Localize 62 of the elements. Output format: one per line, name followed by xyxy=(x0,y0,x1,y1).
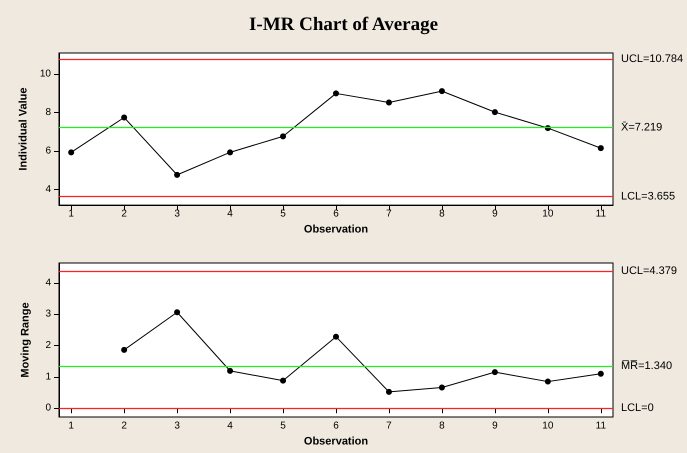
x-tick-label: 3 xyxy=(174,208,180,220)
x-tick-label: 4 xyxy=(227,208,234,220)
y-tick-label: 2 xyxy=(45,340,52,351)
point xyxy=(121,114,128,120)
y-axis-title: Individual Value xyxy=(17,87,30,171)
x-tick-label: 7 xyxy=(386,420,392,432)
x-tick-label: 6 xyxy=(333,208,340,220)
x-tick-label: 3 xyxy=(174,420,180,432)
y-tick-label: 8 xyxy=(45,107,52,118)
x-tick-label: 6 xyxy=(333,420,340,432)
ref-line-label: UCL=4.379 xyxy=(621,264,677,277)
x-tick-label: 11 xyxy=(596,208,606,220)
y-axis-title: Moving Range xyxy=(20,302,32,378)
point xyxy=(492,109,498,116)
x-tick-label: 4 xyxy=(227,420,234,432)
point xyxy=(174,309,180,316)
y-tick-label: 0 xyxy=(45,402,52,414)
x-axis-title: Observation xyxy=(304,224,368,236)
point xyxy=(121,346,128,353)
x-tick-label: 1 xyxy=(68,420,74,432)
x-axis-title: Observation xyxy=(304,435,368,448)
y-tick-label: 1 xyxy=(45,371,52,382)
ref-line-label: X̄=7.219 xyxy=(621,121,662,134)
x-tick-label: 10 xyxy=(542,208,554,220)
point xyxy=(544,378,551,385)
x-tick-label: 9 xyxy=(492,420,498,432)
point xyxy=(280,378,286,384)
x-tick-label: 8 xyxy=(439,208,446,220)
point xyxy=(438,384,445,391)
point xyxy=(333,90,339,96)
point xyxy=(598,370,604,377)
point xyxy=(68,149,74,156)
x-tick-label: 5 xyxy=(280,420,286,432)
point xyxy=(280,133,286,140)
x-tick-label: 2 xyxy=(121,420,128,432)
point xyxy=(174,172,180,178)
point xyxy=(227,149,234,156)
x-tick-label: 8 xyxy=(439,420,446,432)
x-tick-label: 7 xyxy=(386,208,392,220)
y-tick-label: 6 xyxy=(45,146,52,157)
x-tick-label: 10 xyxy=(542,420,554,432)
x-tick-label: 9 xyxy=(492,208,498,220)
point xyxy=(386,99,392,106)
point xyxy=(386,388,392,395)
y-tick-label: 4 xyxy=(45,277,52,288)
point xyxy=(333,334,339,340)
point xyxy=(227,368,234,374)
point xyxy=(492,369,498,376)
x-tick-label: 1 xyxy=(68,208,74,220)
y-tick-label: 10 xyxy=(40,68,52,80)
ref-line-label: M̅R̅=1.340 xyxy=(621,359,672,372)
ref-line-label: LCL=3.655 xyxy=(621,190,676,202)
point xyxy=(438,88,445,94)
ref-line-label: LCL=0 xyxy=(621,402,654,414)
point xyxy=(598,145,604,152)
x-tick-label: 5 xyxy=(280,208,286,220)
x-tick-label: 11 xyxy=(596,420,606,432)
chart-title: I-MR Chart of Average xyxy=(248,14,438,35)
y-tick-label: 4 xyxy=(45,184,52,196)
x-tick-label: 2 xyxy=(121,208,128,220)
ref-line-label: UCL=10.784 xyxy=(621,53,684,66)
y-tick-label: 3 xyxy=(45,308,52,320)
